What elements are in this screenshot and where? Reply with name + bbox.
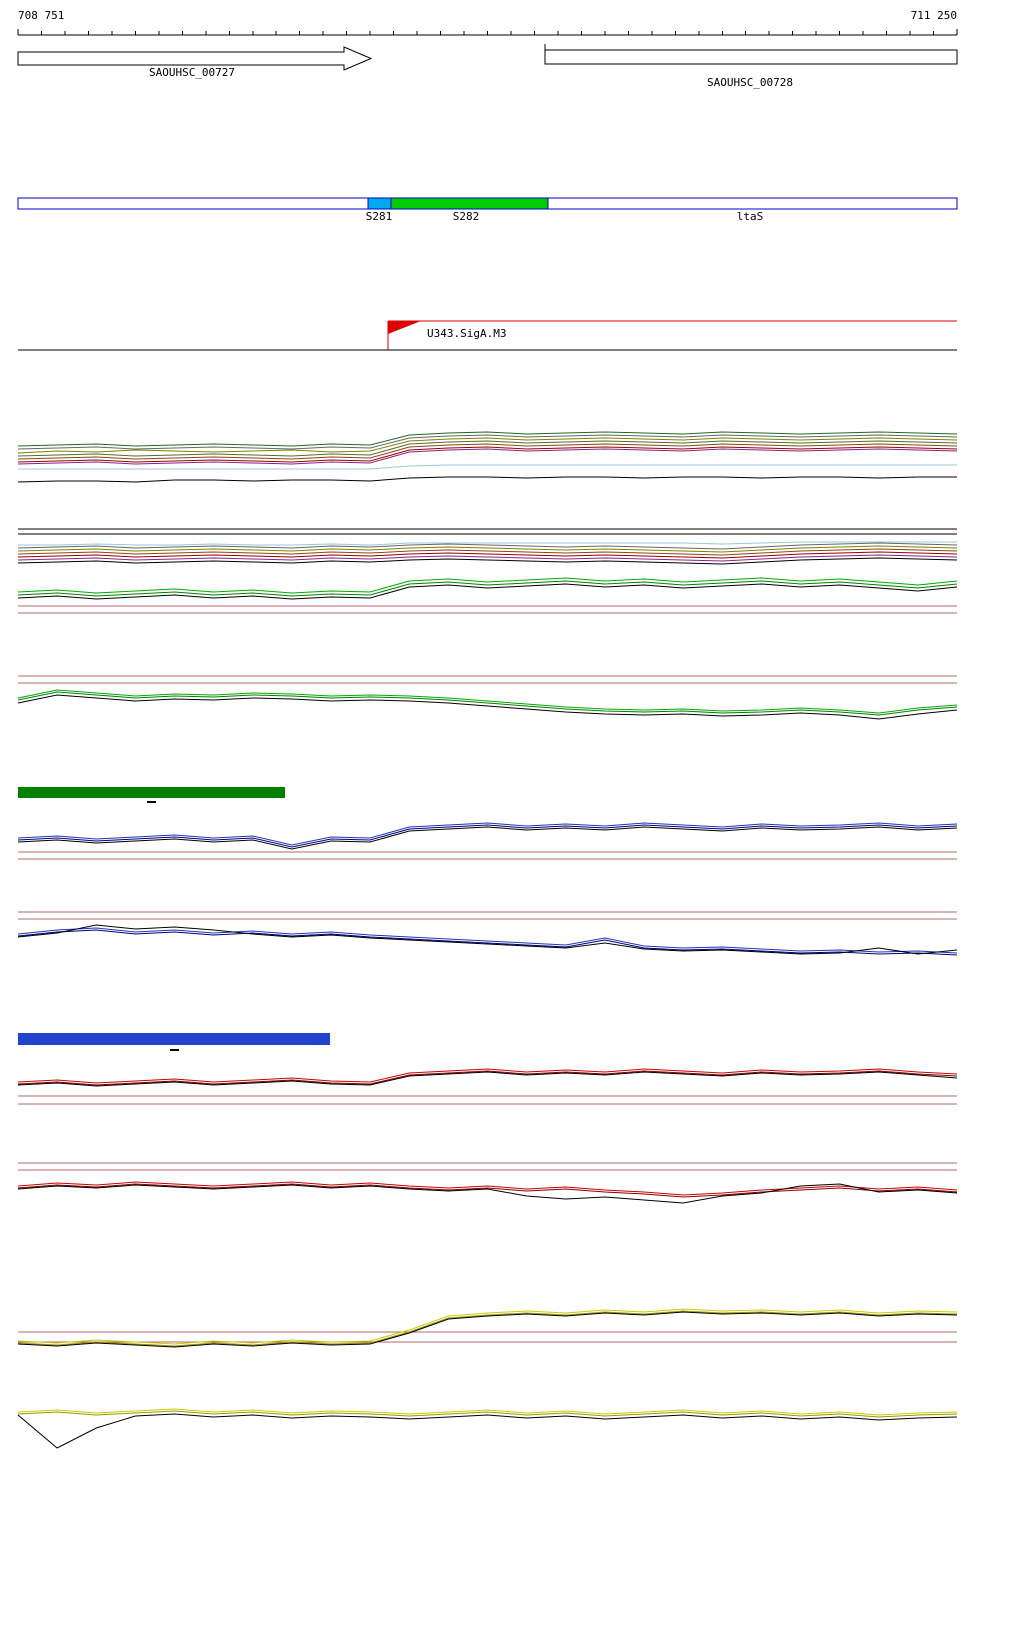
tss-label: U343.SigA.M3 (427, 327, 507, 340)
coverage-blue-2-series (17, 929, 958, 956)
coverage-blue-1-series (17, 822, 958, 846)
tss-flag-icon (388, 321, 421, 334)
segment-block (390, 197, 549, 210)
coverage-blue-2-series (17, 924, 958, 955)
coverage-yellow-1-series (17, 1311, 958, 1348)
coverage-multi-2-series (17, 554, 958, 562)
gene-box (544, 49, 958, 65)
segment-block (367, 197, 392, 210)
coverage-multi-1-series (17, 440, 958, 457)
coverage-multi-2-series (17, 548, 958, 556)
coverage-red-1-series (17, 1071, 958, 1087)
coverage-yellow-2-series (17, 1410, 958, 1418)
coverage-multi-1-series (17, 434, 958, 450)
gene-label-saouhsc-00728: SAOUHSC_00728 (706, 76, 794, 89)
coverage-multi-1-series (17, 437, 958, 454)
coverage-red-1-feature-bar (18, 1033, 330, 1045)
segment-label-s282: S282 (452, 210, 480, 223)
coverage-red-2-series (17, 1183, 958, 1204)
gene-label-saouhsc-00727: SAOUHSC_00727 (148, 66, 236, 79)
coverage-blue-2-series (17, 927, 958, 954)
coverage-green-series (17, 689, 958, 714)
ruler-start-coordinate: 708 751 (18, 9, 65, 22)
coverage-multi-1-series (17, 476, 957, 483)
ruler-end-coordinate: 711 250 (910, 9, 957, 22)
coverage-multi-2-series (17, 545, 958, 553)
coverage-multi-2-series (17, 583, 958, 600)
coverage-green-series (17, 691, 958, 716)
coverage-yellow-2-series (17, 1413, 958, 1449)
coverage-multi-2-series (17, 551, 958, 559)
coverage-blue-1-series (17, 826, 958, 850)
coverage-red-2-series (17, 1183, 958, 1198)
coverage-multi-1-series (17, 448, 958, 465)
coverage-multi-2-series (17, 542, 958, 550)
coverage-green-series (17, 694, 958, 720)
gene-arrow (17, 46, 373, 71)
coverage-multi-2-series (17, 577, 958, 594)
coverage-multi-2-series (17, 557, 958, 565)
coverage-yellow-1-series (17, 1308, 958, 1345)
coverage-red-1-series (17, 1070, 958, 1086)
coverage-red-1-feature-bar (170, 1049, 179, 1051)
segment-label-ltas: ltaS (736, 210, 764, 223)
coverage-blue-1-feature-bar (18, 787, 285, 798)
coverage-red-2-series (17, 1181, 958, 1196)
coverage-blue-1-series (17, 824, 958, 848)
coverage-red-1-series (17, 1068, 958, 1084)
segment-label-s281: S281 (365, 210, 393, 223)
coverage-blue-1-feature-bar (147, 801, 156, 803)
coverage-yellow-1-series (17, 1310, 958, 1347)
coverage-multi-1-series (17, 443, 958, 460)
coverage-multi-1-series (17, 431, 958, 447)
coverage-yellow-2-series (17, 1408, 958, 1416)
coverage-multi-2-series (18, 541, 957, 546)
coverage-multi-1-series (17, 446, 958, 463)
coverage-multi-2-series (17, 580, 958, 597)
coverage-multi-1-series (18, 464, 957, 470)
